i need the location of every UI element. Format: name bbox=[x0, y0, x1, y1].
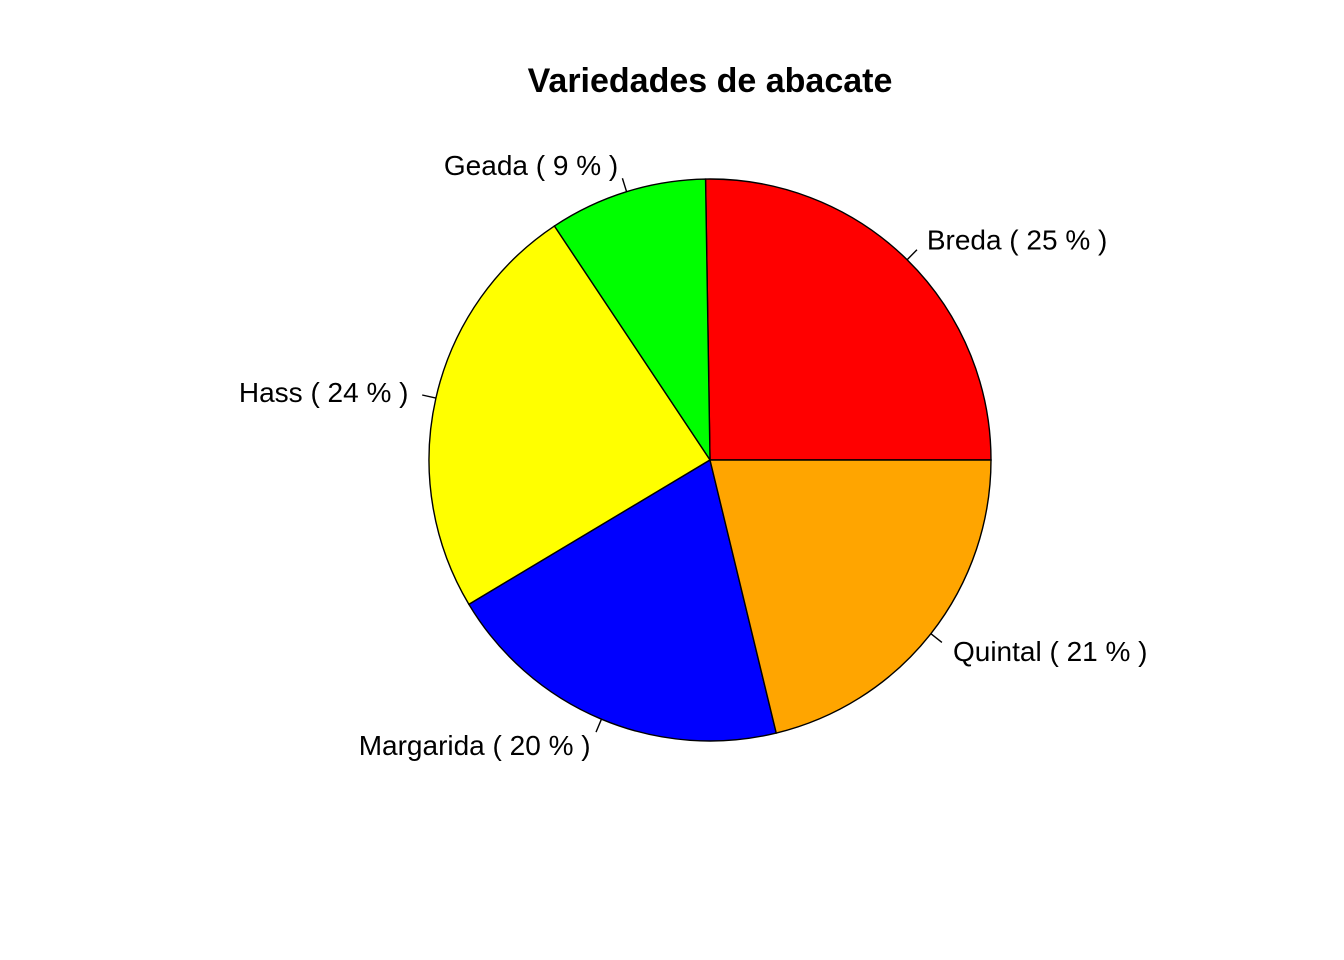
slice-labels: Breda ( 25 % ) Geada ( 9 % ) Hass ( 24 % )… bbox=[239, 150, 1148, 761]
chart-title: Variedades de abacate bbox=[528, 62, 893, 100]
label-tick-1 bbox=[621, 178, 628, 192]
label-tick-0 bbox=[906, 249, 918, 261]
label-ticks bbox=[422, 178, 943, 733]
pie-slices bbox=[428, 178, 992, 742]
pie-slice-4 bbox=[709, 459, 992, 734]
slice-label-0: Breda ( 25 % ) bbox=[927, 225, 1108, 256]
pie-slice-0 bbox=[704, 178, 992, 461]
slice-label-3: Margarida ( 20 % ) bbox=[359, 730, 591, 761]
slice-label-4: Quintal ( 21 % ) bbox=[953, 636, 1148, 667]
label-tick-4 bbox=[930, 633, 943, 643]
pie-slice-2 bbox=[428, 225, 711, 606]
slice-label-2: Hass ( 24 % ) bbox=[239, 377, 409, 408]
pie-slice-3 bbox=[467, 458, 778, 742]
label-tick-2 bbox=[422, 394, 437, 399]
slice-label-1: Geada ( 9 % ) bbox=[444, 150, 618, 181]
label-tick-3 bbox=[595, 718, 603, 733]
